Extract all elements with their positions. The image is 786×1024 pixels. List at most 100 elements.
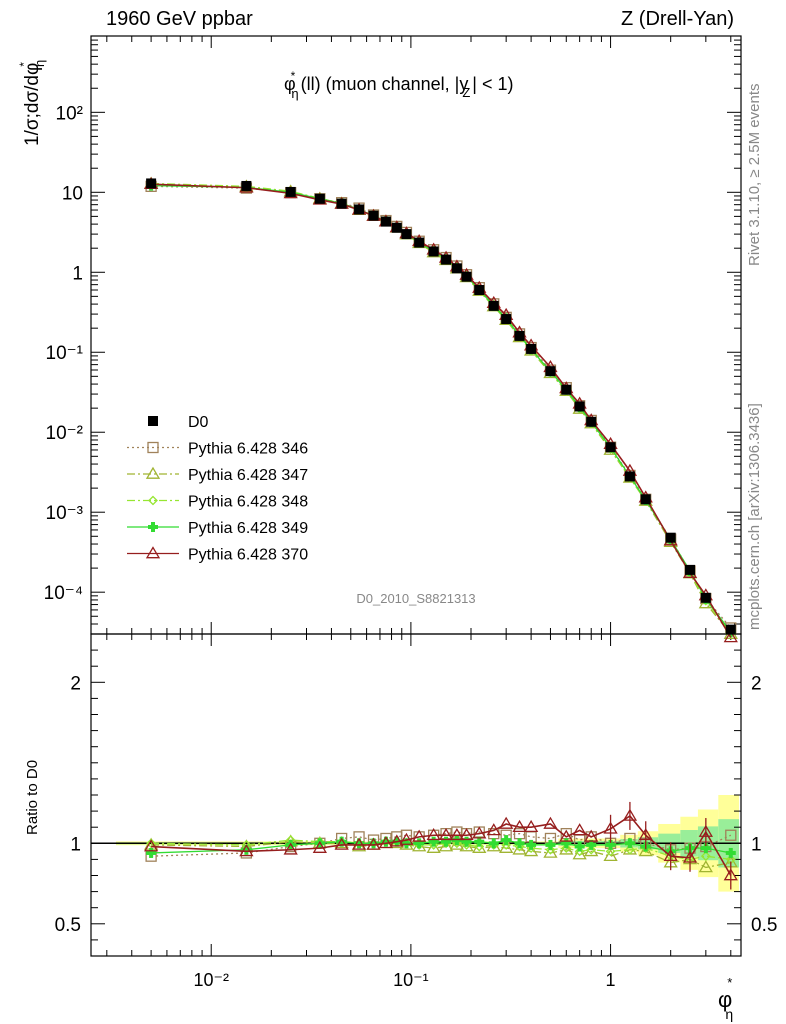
marker-cross-h xyxy=(241,847,252,852)
y-tick-label: 10⁻⁴ xyxy=(44,583,83,604)
header-left: 1960 GeV ppbar xyxy=(106,8,253,30)
axis-labels: 10⁻² 10⁻¹ 1 10⁻⁴ 10⁻³ 10⁻² 10⁻¹ 1 10 10² 0.5 0.5 1 1 2… xyxy=(17,60,777,1022)
y-axis-label: 1/σ;dσ/dφ*η xyxy=(17,60,47,146)
ratio-point xyxy=(459,827,474,841)
ratio-frame xyxy=(90,633,742,957)
marker-cross-h xyxy=(441,839,452,844)
data-point xyxy=(428,246,439,257)
x-tick-label: 1 xyxy=(606,970,616,990)
data-point xyxy=(624,471,635,482)
data-point xyxy=(501,314,512,325)
legend-marker xyxy=(145,466,161,479)
header-right: Z (Drell-Yan) xyxy=(621,8,734,30)
ratio-point xyxy=(486,823,501,836)
data-point xyxy=(561,384,572,395)
legend-marker xyxy=(148,495,158,506)
ratio-point xyxy=(334,837,349,850)
ratio-point xyxy=(572,847,587,860)
ratio-point xyxy=(523,844,539,857)
ratio-point xyxy=(586,839,597,850)
ratio-point xyxy=(428,836,439,847)
ratio-point xyxy=(146,847,157,858)
data-point xyxy=(526,343,537,354)
ratio-point xyxy=(561,838,572,849)
x-tick-label: 10⁻² xyxy=(193,970,229,990)
ratio-point xyxy=(241,844,252,855)
ratio-point xyxy=(624,838,635,849)
ratio-point xyxy=(605,846,616,857)
legend-label: Pythia 6.428 347 xyxy=(188,467,308,484)
marker-cross-h xyxy=(605,842,616,847)
ratio-point xyxy=(682,850,698,863)
data-point xyxy=(514,330,525,341)
marker-cross-h xyxy=(380,839,391,844)
y-tick-label: 10⁻² xyxy=(46,423,84,444)
ratio-point xyxy=(512,842,527,855)
side-label-rivet: Rivet 3.1.10, ≥ 2.5M events xyxy=(746,83,763,267)
ratio-point xyxy=(366,837,381,850)
data-point xyxy=(574,401,585,412)
legend: D0 Pythia 6.428 346 Pythia 6.428 347 Pythia… xyxy=(127,414,308,564)
ratio-point xyxy=(512,819,527,833)
ratio-point xyxy=(441,836,452,847)
ratio-y-tick-label: 1 xyxy=(70,834,81,855)
ratio-point xyxy=(605,839,616,850)
data-point xyxy=(685,564,696,575)
legend-label: Pythia 6.428 348 xyxy=(188,494,308,511)
series-line xyxy=(151,182,732,634)
marker-cross-h xyxy=(474,839,485,844)
data-point xyxy=(146,178,157,189)
ratio-point xyxy=(574,846,585,857)
ratio-point xyxy=(625,844,635,855)
data-point xyxy=(700,592,711,603)
ratio-y-tick-label-right: 2 xyxy=(751,673,762,694)
legend-marker xyxy=(148,522,158,532)
ratio-point xyxy=(336,836,347,847)
ratio-point xyxy=(725,829,737,841)
ratio-point xyxy=(461,836,472,847)
y-tick-label: 10² xyxy=(56,103,83,124)
ratio-point xyxy=(438,827,454,841)
ratio-point xyxy=(389,834,404,847)
ratio-point xyxy=(603,821,618,834)
series-line xyxy=(151,183,732,635)
ratio-point xyxy=(399,832,414,845)
ratio-point xyxy=(584,829,599,842)
ratio-point xyxy=(472,826,487,839)
series-curves xyxy=(143,176,738,890)
y-tick-label: 10⁻¹ xyxy=(46,343,84,364)
ratio-point xyxy=(545,839,556,850)
data-point xyxy=(368,210,379,221)
data-point xyxy=(401,229,412,240)
ratio-point xyxy=(723,868,738,881)
side-label-mcplots: mcplots.cern.ch [arXiv:1306.3436] xyxy=(746,403,763,630)
marker-cross-h xyxy=(428,839,439,844)
data-point xyxy=(414,237,425,248)
ratio-point xyxy=(354,838,365,849)
axis-ticks xyxy=(91,35,741,956)
ratio-point xyxy=(488,838,499,849)
marker-cross-h xyxy=(725,850,736,855)
ratio-point xyxy=(143,839,159,852)
data-point xyxy=(586,416,597,427)
ratio-point xyxy=(426,827,441,841)
ratio-point xyxy=(523,819,539,833)
legend-label: D0 xyxy=(188,414,209,431)
ratio-point xyxy=(638,827,653,841)
series-point xyxy=(723,630,738,643)
chart-title: φ* η (ll) (muon channel, |yZ | < 1) xyxy=(284,69,513,101)
marker-cross-h xyxy=(368,841,379,846)
ratio-point xyxy=(700,843,711,854)
data-point xyxy=(441,254,452,265)
ratio-point xyxy=(561,843,572,854)
marker-cross-h xyxy=(488,841,499,846)
ratio-point xyxy=(586,844,597,855)
marker-cross-h xyxy=(624,841,635,846)
legend-label: Pythia 6.428 370 xyxy=(188,547,308,564)
x-axis-label: φ* η xyxy=(718,975,733,1022)
ratio-y-axis-label: Ratio to D0 xyxy=(24,760,41,835)
ratio-point xyxy=(603,848,618,862)
data-point xyxy=(605,442,616,453)
data-point xyxy=(241,180,252,191)
marker-cross-h xyxy=(146,850,157,855)
